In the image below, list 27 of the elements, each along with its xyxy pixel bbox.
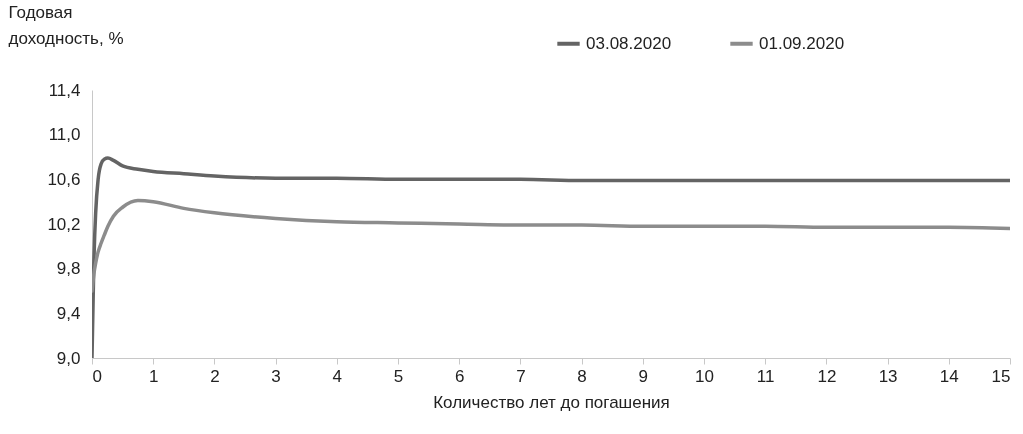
x-tick-label: 9 bbox=[638, 366, 649, 386]
y-tick-label: 11,0 bbox=[48, 125, 81, 145]
y-tick-label: 9,8 bbox=[56, 259, 81, 279]
x-tick-label: 15 bbox=[991, 366, 1011, 386]
x-tick-label: 14 bbox=[939, 366, 959, 386]
x-tick-label: 12 bbox=[817, 366, 837, 386]
x-tick-label: 6 bbox=[454, 366, 465, 386]
x-tick-label: 11 bbox=[756, 366, 775, 386]
legend-label: 01.09.2020 bbox=[759, 33, 845, 53]
x-tick-label: 13 bbox=[878, 366, 898, 386]
y-tick-label: 11,4 bbox=[48, 80, 81, 100]
x-tick-label: 1 bbox=[148, 366, 159, 386]
x-axis-title: Количество лет до погашения bbox=[433, 392, 670, 412]
x-tick-label: 5 bbox=[393, 366, 404, 386]
y-tick-label: 10,2 bbox=[47, 214, 81, 234]
x-tick-label: 10 bbox=[695, 366, 714, 386]
x-tick-label: 8 bbox=[577, 366, 587, 386]
x-tick-label: 3 bbox=[271, 366, 281, 386]
y-axis-title: Годовая доходность, % bbox=[8, 2, 124, 48]
x-tick-label: 0 bbox=[92, 366, 102, 386]
x-tick-label: 7 bbox=[516, 366, 526, 386]
y-tick-label: 9,4 bbox=[56, 303, 81, 323]
y-tick-label: 9,0 bbox=[56, 348, 81, 368]
x-tick-label: 4 bbox=[332, 366, 343, 386]
y-tick-label: 10,6 bbox=[47, 169, 81, 189]
legend-label: 03.08.2020 bbox=[586, 33, 672, 53]
x-tick-label: 2 bbox=[210, 366, 220, 386]
